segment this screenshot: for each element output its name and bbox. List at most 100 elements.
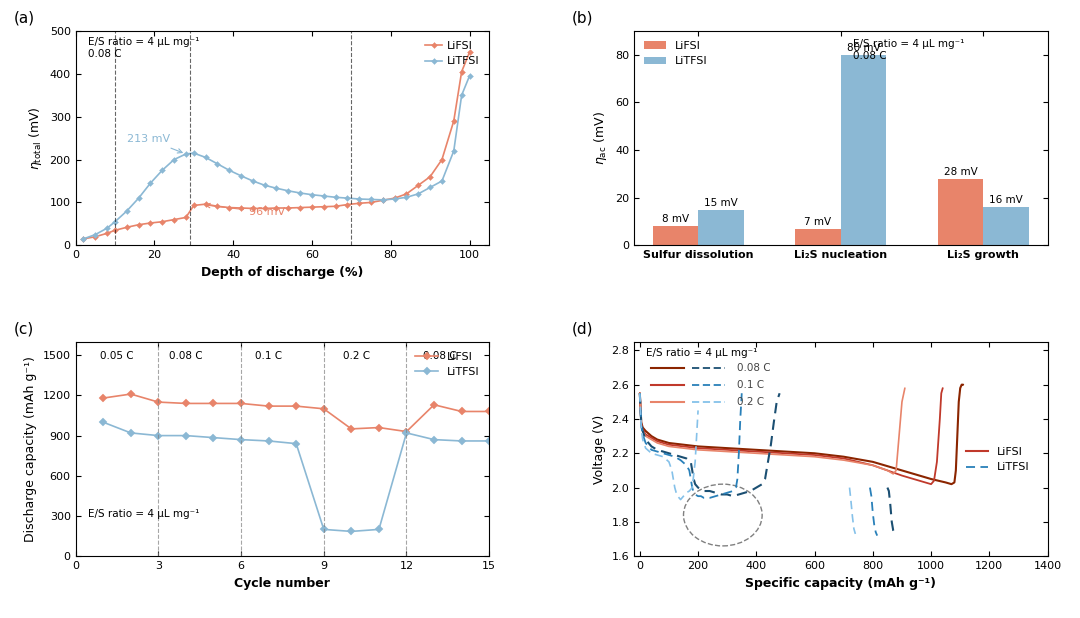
Y-axis label: Discharge capacity (mAh g⁻¹): Discharge capacity (mAh g⁻¹) [24,356,37,542]
LiFSI [455,68,468,75]
Text: (d): (d) [572,321,593,336]
LiFSI [289,402,302,410]
LiTFSI [294,189,307,197]
LiFSI [411,182,424,189]
LiTFSI [373,526,386,533]
Text: 96 mV: 96 mV [205,203,285,218]
LiFSI [144,219,157,227]
LiTFSI [270,185,283,192]
Bar [699,210,744,245]
LiFSI [187,201,200,209]
LiFSI [294,204,307,211]
LiTFSI [262,438,275,445]
LiFSI [376,197,389,204]
LiFSI [423,173,436,180]
X-axis label: Depth of discharge (%): Depth of discharge (%) [201,266,364,279]
LiTFSI [428,436,441,443]
LiTFSI [353,195,366,203]
Y-axis label: $\eta_{\rm ac}$ (mV): $\eta_{\rm ac}$ (mV) [593,111,609,165]
Text: 0.2 C: 0.2 C [738,397,765,407]
LiTFSI [144,179,157,187]
LiFSI [318,203,330,210]
LiTFSI [258,182,271,189]
LiFSI [77,235,90,243]
LiFSI [463,49,476,56]
LiTFSI [329,193,342,201]
LiFSI [262,402,275,410]
LiTFSI [411,190,424,198]
LiTFSI [179,432,192,439]
Text: 28 mV: 28 mV [944,167,977,177]
Bar [652,226,699,245]
Line: LiFSI: LiFSI [100,391,492,434]
LiTFSI [234,436,247,443]
LiTFSI [463,72,476,80]
Text: (c): (c) [14,321,33,336]
Y-axis label: Voltage (V): Voltage (V) [593,415,606,484]
LiFSI [400,428,413,435]
LiFSI [435,156,448,163]
LiTFSI [435,177,448,185]
Text: 0.1 C: 0.1 C [255,351,282,361]
LiFSI [400,190,413,198]
LiTFSI [124,430,137,437]
LiTFSI [246,177,259,185]
LiTFSI [89,231,102,239]
LiFSI [234,205,247,212]
LiTFSI [234,172,247,180]
LiFSI [270,205,283,212]
LiTFSI [376,196,389,203]
LiTFSI [77,235,90,243]
LiTFSI [423,184,436,191]
LiFSI [341,201,354,208]
LiFSI [97,394,110,402]
Text: (a): (a) [14,11,35,25]
LiFSI [373,424,386,431]
LiTFSI [156,167,168,174]
LiTFSI [341,195,354,202]
Bar [983,207,1029,245]
Text: (b): (b) [572,11,593,25]
LiTFSI [345,528,357,535]
LiFSI [89,233,102,240]
Text: 80 mV: 80 mV [847,43,880,53]
Line: LiFSI: LiFSI [81,50,472,241]
LiTFSI [400,193,413,201]
LiFSI [345,425,357,433]
Y-axis label: $\eta_{\rm total}$ (mV): $\eta_{\rm total}$ (mV) [27,106,44,170]
LiFSI [388,195,401,202]
Text: 0.05 C: 0.05 C [100,351,134,361]
Bar [841,55,887,245]
LiFSI [353,200,366,207]
LiTFSI [211,160,224,167]
LiFSI [455,408,468,415]
Text: 7 mV: 7 mV [805,217,832,227]
LiTFSI [108,218,121,226]
LiFSI [282,205,295,212]
Bar [937,179,983,245]
LiTFSI [306,191,319,198]
Text: E/S ratio = 4 μL mg⁻¹
0.08 C: E/S ratio = 4 μL mg⁻¹ 0.08 C [853,40,964,61]
Text: 213 mV: 213 mV [126,134,183,153]
LiTFSI [400,430,413,437]
LiTFSI [97,418,110,426]
Text: 0.08 C: 0.08 C [738,363,771,373]
LiTFSI [388,195,401,203]
Text: E/S ratio = 4 μL mg⁻¹
0.08 C: E/S ratio = 4 μL mg⁻¹ 0.08 C [87,37,200,59]
LiFSI [428,401,441,408]
LiFSI [447,117,460,125]
LiTFSI [120,207,133,214]
LiFSI [152,399,165,406]
Text: E/S ratio = 4 μL mg⁻¹: E/S ratio = 4 μL mg⁻¹ [87,509,200,519]
LiFSI [179,400,192,407]
LiTFSI [365,196,378,203]
LiTFSI [179,150,192,158]
LiFSI [100,230,113,237]
Text: 0.2 C: 0.2 C [343,351,370,361]
Legend: LiFSI, LiTFSI: LiFSI, LiTFSI [411,347,484,382]
LiTFSI [455,91,468,99]
LiFSI [329,203,342,210]
Text: 0.08 C: 0.08 C [422,351,457,361]
LiFSI [246,205,259,212]
LiFSI [108,227,121,234]
